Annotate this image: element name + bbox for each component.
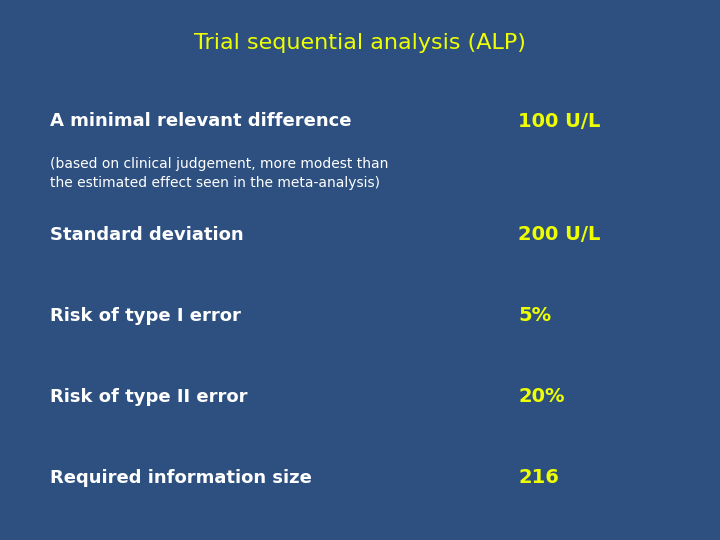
Text: Trial sequential analysis (ALP): Trial sequential analysis (ALP) bbox=[194, 33, 526, 53]
Text: A minimal relevant difference: A minimal relevant difference bbox=[50, 112, 352, 131]
Text: 20%: 20% bbox=[518, 387, 565, 407]
Text: 200 U/L: 200 U/L bbox=[518, 225, 600, 245]
Text: Risk of type II error: Risk of type II error bbox=[50, 388, 248, 406]
Text: Standard deviation: Standard deviation bbox=[50, 226, 244, 244]
Text: 5%: 5% bbox=[518, 306, 552, 326]
Text: (based on clinical judgement, more modest than
the estimated effect seen in the : (based on clinical judgement, more modes… bbox=[50, 157, 389, 190]
Text: Required information size: Required information size bbox=[50, 469, 312, 487]
Text: 100 U/L: 100 U/L bbox=[518, 112, 600, 131]
Text: 216: 216 bbox=[518, 468, 559, 488]
Text: Risk of type I error: Risk of type I error bbox=[50, 307, 241, 325]
